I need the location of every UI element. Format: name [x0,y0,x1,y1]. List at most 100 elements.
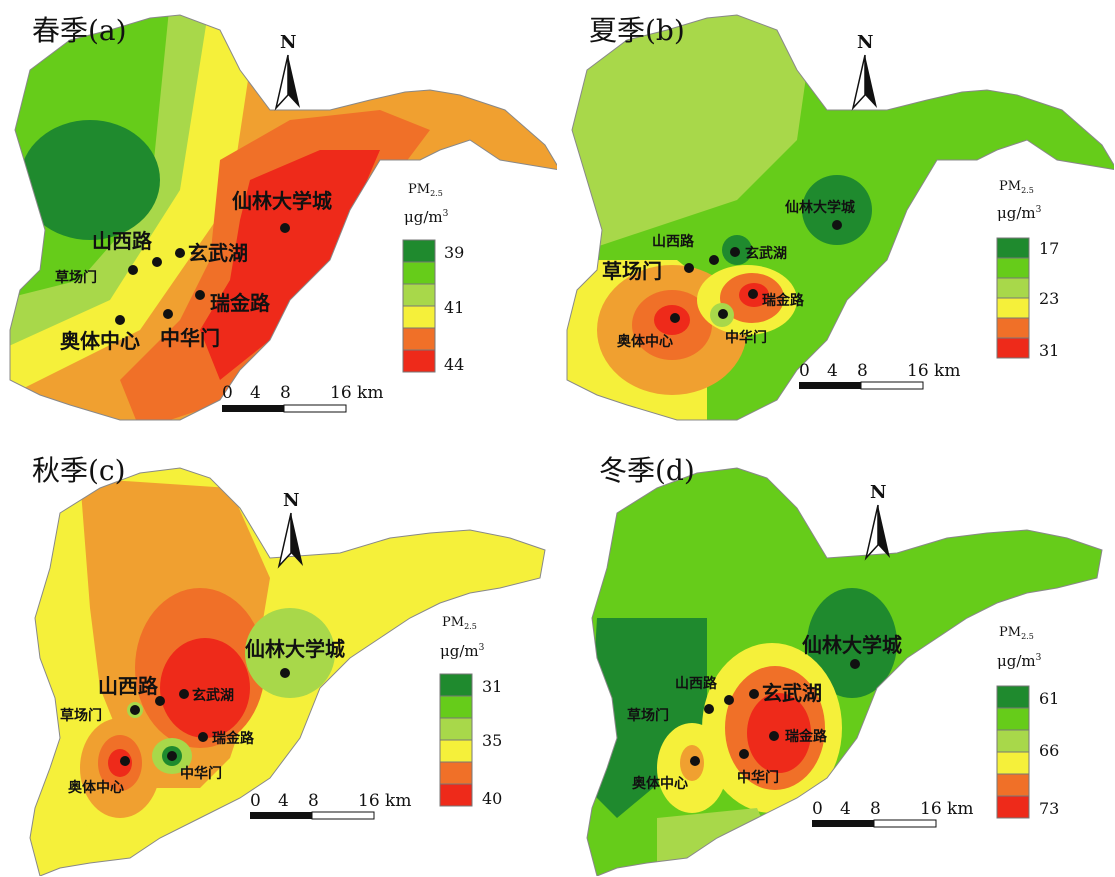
station-dot-caochangmen [128,265,138,275]
svg-text:玄武湖: 玄武湖 [762,681,822,705]
svg-text:16 km: 16 km [907,361,960,381]
svg-text:39: 39 [444,243,464,262]
svg-text:草场门: 草场门 [60,707,102,724]
map-svg-winter: 冬季(d) N 山西路 玄武湖 草场门 奥体中心 中华门 瑞金路 仙林大学城 P… [586,454,1103,876]
svg-text:μg/m3: μg/m3 [997,652,1042,670]
svg-text:4: 4 [840,799,851,819]
svg-text:山西路: 山西路 [675,675,718,692]
map-panel-spring: 春季(a) N 山西路 玄武湖 草场门 奥体中心 中华门 瑞金路 仙林大学城 P… [0,0,557,438]
station-label-ruijinlu: 瑞金路 [210,291,271,315]
station-label-caochangmen: 草场门 [55,269,97,286]
svg-text:8: 8 [857,361,868,381]
svg-text:35: 35 [482,731,502,750]
svg-text:奥体中心: 奥体中心 [68,779,124,796]
north-arrow-icon: N [864,482,890,561]
scale-bar: 0 4 8 16 km [222,383,383,413]
svg-text:61: 61 [1039,689,1059,708]
svg-text:41: 41 [444,298,464,317]
station-label-xuanwuhu: 玄武湖 [188,241,248,265]
svg-text:16 km: 16 km [358,791,411,811]
svg-text:奥体中心: 奥体中心 [632,775,688,792]
station-markers [120,668,290,766]
svg-text:0: 0 [812,799,823,819]
station-label-aoti: 奥体中心 [60,329,140,353]
svg-text:16 km: 16 km [920,799,973,819]
svg-text:仙林大学城: 仙林大学城 [802,633,902,657]
svg-text:PM2.5: PM2.5 [408,182,443,198]
svg-text:31: 31 [1039,341,1059,360]
north-arrow-icon: N [274,32,300,111]
svg-text:PM2.5: PM2.5 [999,625,1034,641]
svg-text:瑞金路: 瑞金路 [212,730,255,747]
svg-text:μg/m3: μg/m3 [997,204,1042,222]
svg-text:0: 0 [222,383,233,403]
north-arrow-icon: N [851,32,877,111]
svg-text:40: 40 [482,789,502,808]
svg-text:PM2.5: PM2.5 [442,615,477,631]
svg-text:瑞金路: 瑞金路 [762,292,805,309]
station-label-zhonghuamen: 中华门 [160,326,220,350]
svg-text:N: N [870,482,886,503]
map-panel-summer: 夏季(b) N 山西路 玄武湖 草场门 奥体中心 中华门 瑞金路 仙林大学城 P… [557,0,1114,438]
legend: PM2.5 μg/m3 39 41 44 [402,182,464,374]
svg-text:0: 0 [799,361,810,381]
svg-text:66: 66 [1039,741,1059,760]
svg-text:N: N [280,32,296,53]
svg-text:μg/m3: μg/m3 [404,208,449,226]
svg-text:玄武湖: 玄武湖 [745,245,787,262]
map-svg-autumn: 秋季(c) N 山西路 玄武湖 草场门 奥体中心 中华门 瑞金路 仙林大学城 P… [29,454,546,876]
svg-text:4: 4 [827,361,838,381]
scale-bar: 0 4 8 16 km [812,799,973,828]
station-label-shanxilu: 山西路 [92,229,153,253]
map-panel-autumn: 秋季(c) N 山西路 玄武湖 草场门 奥体中心 中华门 瑞金路 仙林大学城 P… [0,438,557,876]
svg-text:17: 17 [1039,239,1059,258]
svg-text:73: 73 [1039,799,1059,818]
svg-text:8: 8 [280,383,291,403]
svg-text:23: 23 [1039,289,1059,308]
panel-title: 夏季(b) [589,14,685,47]
station-dot-shanxilu [152,257,162,267]
station-markers [670,220,842,323]
station-dot-aoti [115,315,125,325]
station-dot-xianlin [280,223,290,233]
svg-text:N: N [857,32,873,53]
legend: PM2.5 μg/m3 61 66 73 [996,625,1059,819]
panel-title: 冬季(d) [599,454,695,487]
map-svg-summer: 夏季(b) N 山西路 玄武湖 草场门 奥体中心 中华门 瑞金路 仙林大学城 P… [566,14,1114,421]
station-dot-ruijinlu [195,290,205,300]
scale-bar: 0 4 8 16 km [799,361,960,390]
map-svg-spring: 春季(a) N 山西路 玄武湖 草场门 奥体中心 中华门 瑞金路 仙林大学城 P… [9,14,557,421]
panel-title: 春季(a) [32,14,127,47]
svg-text:仙林大学城: 仙林大学城 [785,199,855,216]
svg-text:4: 4 [278,791,289,811]
station-markers [115,223,290,325]
north-arrow-icon: N [277,490,303,569]
svg-text:16 km: 16 km [330,383,383,403]
svg-text:中华门: 中华门 [725,329,767,346]
svg-text:PM2.5: PM2.5 [999,179,1034,195]
svg-text:草场门: 草场门 [602,259,662,283]
svg-text:8: 8 [308,791,319,811]
svg-text:μg/m3: μg/m3 [440,642,485,660]
legend: PM2.5 μg/m3 17 23 31 [996,179,1059,360]
map-panel-winter: 冬季(d) N 山西路 玄武湖 草场门 奥体中心 中华门 瑞金路 仙林大学城 P… [557,438,1114,876]
svg-text:奥体中心: 奥体中心 [617,333,673,350]
svg-text:山西路: 山西路 [98,674,159,698]
legend: PM2.5 μg/m3 31 35 40 [439,615,502,808]
station-label-xianlin: 仙林大学城 [232,189,332,213]
svg-text:N: N [283,490,299,511]
svg-text:0: 0 [250,791,261,811]
svg-text:31: 31 [482,677,502,696]
svg-text:瑞金路: 瑞金路 [785,728,828,745]
station-dot-zhonghuamen [163,309,173,319]
svg-text:44: 44 [444,355,464,374]
scale-bar: 0 4 8 16 km [250,791,411,820]
svg-text:草场门: 草场门 [627,707,669,724]
panel-title: 秋季(c) [32,454,126,487]
svg-text:山西路: 山西路 [652,233,695,250]
station-dot-xuanwuhu [175,248,185,258]
station-markers [690,659,860,766]
svg-text:中华门: 中华门 [180,765,222,782]
svg-text:玄武湖: 玄武湖 [192,687,234,704]
svg-text:8: 8 [870,799,881,819]
